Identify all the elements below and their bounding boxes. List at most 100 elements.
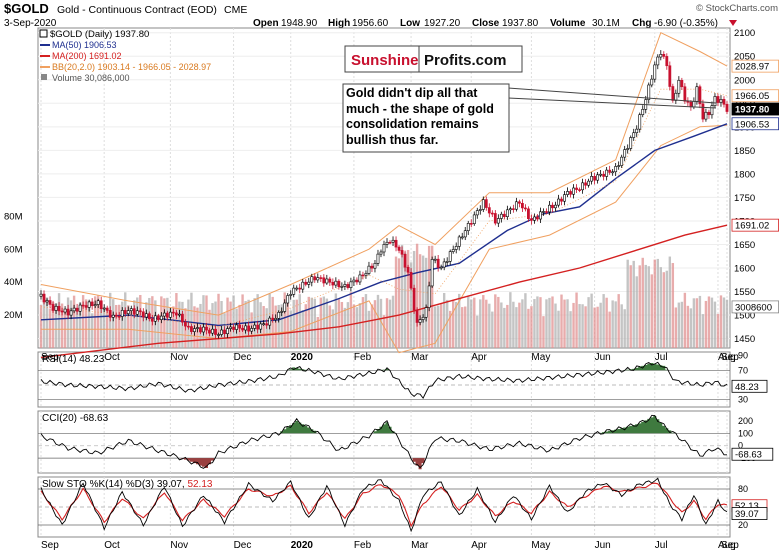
volume-bar: [45, 297, 49, 348]
volume-bar: [563, 299, 566, 348]
volume-bar: [385, 298, 389, 348]
x-axis-tick-label: Aug: [718, 352, 736, 363]
volume-bar: [442, 292, 446, 348]
candle-body: [620, 156, 624, 166]
volume-bar: [72, 295, 76, 348]
volume-bar: [54, 303, 58, 348]
volume-bar: [725, 299, 729, 348]
annotation-fo: Gold didn't dip all that much - the shap…: [346, 86, 494, 147]
down-arrow-icon: [729, 20, 737, 26]
candle-body: [114, 314, 118, 317]
sto-k-line: [40, 477, 728, 533]
volume-bar: [84, 299, 88, 348]
volume-bar: [90, 313, 94, 348]
candle-body: [677, 79, 681, 94]
annotation-pointer-lower: [507, 97, 717, 109]
open-value: 1948.90: [281, 18, 318, 29]
volume-bar: [719, 295, 723, 348]
volume-bar: [611, 300, 614, 348]
volume-bar: [722, 297, 726, 348]
candle-body: [165, 312, 169, 318]
candle-body: [361, 274, 365, 277]
candle-body: [150, 318, 154, 322]
candle-body: [680, 79, 684, 88]
candle-body: [54, 305, 58, 311]
candle-body: [623, 149, 627, 158]
candle-body: [283, 302, 287, 312]
candle-body: [202, 326, 205, 333]
price-tick-label: 1650: [734, 240, 755, 251]
close-value: 1937.80: [502, 18, 539, 29]
volume-bar: [452, 299, 455, 348]
volume-bar: [178, 301, 181, 348]
volume-bar: [99, 301, 103, 348]
candle-body: [478, 209, 482, 211]
volume-bar: [659, 267, 662, 348]
volume-bar: [136, 297, 139, 348]
rsi-panel-frame: [37, 351, 731, 408]
close-tag-box: [731, 102, 779, 116]
volume-bar: [650, 274, 653, 348]
volume-bar: [509, 292, 512, 348]
volume-bar: [524, 293, 527, 348]
volume-bar: [48, 308, 52, 348]
price-tick-label: 1750: [734, 193, 755, 204]
volume-bar: [355, 307, 359, 348]
candle-body: [554, 204, 557, 209]
candle-body: [442, 261, 446, 268]
candle-body: [187, 325, 190, 328]
candle-body: [96, 300, 100, 305]
candle-body: [484, 199, 488, 208]
volume-bar: [497, 296, 500, 348]
sto-d-tag: 52.13: [735, 501, 759, 512]
candle-body: [60, 310, 64, 313]
volume-bar: [647, 266, 650, 348]
candle-body: [226, 328, 229, 335]
candle-body: [232, 326, 235, 330]
volume-bar: [581, 304, 584, 348]
volume-bar: [593, 307, 596, 348]
candle-body: [632, 132, 636, 138]
candle-body: [211, 328, 214, 334]
volume-bar: [42, 293, 46, 348]
candle-body: [250, 328, 254, 332]
candle-body: [596, 174, 600, 181]
candle-body: [656, 56, 660, 66]
volume-bar: [124, 292, 127, 348]
candle-body: [147, 313, 151, 320]
legend: $GOLD (Daily) 1937.80 MA(50) 1906.53 MA(…: [39, 29, 211, 83]
volume-bar: [313, 298, 316, 348]
price-tick-label: 1850: [734, 146, 755, 157]
candle-body: [514, 201, 518, 210]
candle-body: [87, 301, 91, 308]
candle-body: [156, 315, 160, 320]
volume-bar: [668, 256, 672, 348]
candle-body: [337, 280, 341, 287]
x-axis-tick-label-bottom: Jul: [655, 540, 668, 551]
candle-body: [557, 198, 560, 206]
candle-body: [716, 96, 720, 103]
x-axis-tick-label-bottom: Feb: [354, 540, 372, 551]
volume-bar: [458, 293, 461, 348]
sto-title-d-value: 52.13: [187, 479, 212, 490]
candle-body: [69, 310, 73, 316]
volume-bar: [415, 243, 419, 348]
candle-body: [418, 319, 422, 323]
cci-positive-fill: [280, 416, 675, 434]
volume-bar: [418, 254, 422, 348]
volume-bar: [205, 295, 208, 348]
candle-body: [397, 246, 401, 251]
candle-body: [584, 182, 587, 186]
instrument-name: Gold - Continuous Contract (EOD): [57, 4, 217, 16]
ma200-line: [40, 224, 728, 359]
candle-body: [325, 278, 329, 284]
candle-body: [481, 199, 485, 210]
volume-bar: [394, 256, 398, 348]
annotation-box: [342, 83, 510, 153]
x-axis-tick-label: Mar: [411, 352, 429, 363]
volume-bar: [112, 299, 115, 348]
volume-bar: [632, 260, 635, 348]
volume-bar: [548, 297, 551, 348]
volume-bar: [578, 304, 581, 348]
candle-body: [102, 307, 106, 310]
